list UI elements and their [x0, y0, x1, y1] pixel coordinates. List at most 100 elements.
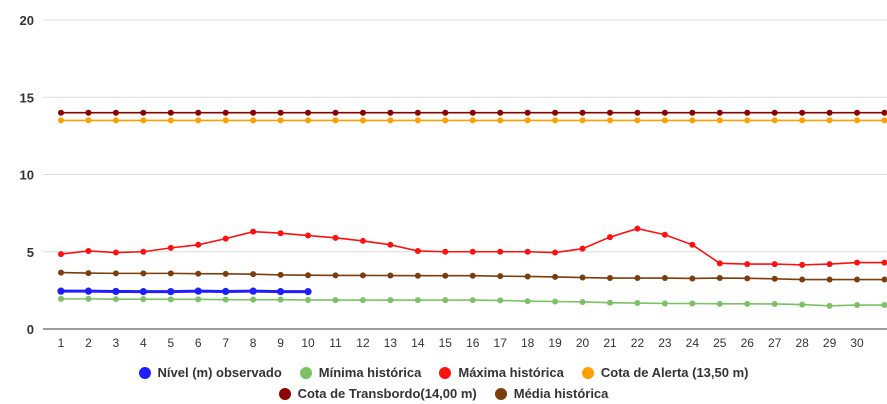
data-point[interactable] [85, 270, 91, 276]
data-point[interactable] [552, 274, 558, 280]
data-point[interactable] [195, 117, 201, 123]
data-point[interactable] [744, 117, 750, 123]
data-point[interactable] [525, 249, 531, 255]
data-point[interactable] [470, 273, 476, 279]
data-point[interactable] [497, 297, 503, 303]
data-point[interactable] [305, 110, 311, 116]
data-point[interactable] [415, 110, 421, 116]
data-point[interactable] [607, 275, 613, 281]
data-point[interactable] [387, 273, 393, 279]
data-point[interactable] [882, 277, 887, 283]
data-point[interactable] [360, 238, 366, 244]
data-point[interactable] [882, 110, 887, 116]
data-point[interactable] [442, 273, 448, 279]
data-point[interactable] [387, 297, 393, 303]
data-point[interactable] [223, 110, 229, 116]
data-point[interactable] [250, 271, 256, 277]
data-point[interactable] [195, 110, 201, 116]
legend-item[interactable]: Máxima histórica [439, 362, 564, 383]
data-point[interactable] [689, 275, 695, 281]
legend-item[interactable]: Nível (m) observado [139, 362, 282, 383]
data-point[interactable] [222, 288, 229, 295]
data-point[interactable] [278, 230, 284, 236]
data-point[interactable] [497, 117, 503, 123]
data-point[interactable] [799, 302, 805, 308]
data-point[interactable] [854, 117, 860, 123]
data-point[interactable] [360, 272, 366, 278]
data-point[interactable] [333, 272, 339, 278]
data-point[interactable] [305, 233, 311, 239]
data-point[interactable] [140, 117, 146, 123]
data-point[interactable] [689, 301, 695, 307]
data-point[interactable] [772, 110, 778, 116]
legend-item[interactable]: Cota de Transbordo(14,00 m) [279, 383, 477, 404]
data-point[interactable] [854, 110, 860, 116]
data-point[interactable] [360, 110, 366, 116]
data-point[interactable] [799, 262, 805, 268]
data-point[interactable] [689, 117, 695, 123]
data-point[interactable] [140, 110, 146, 116]
data-point[interactable] [634, 275, 640, 281]
data-point[interactable] [552, 298, 558, 304]
data-point[interactable] [827, 117, 833, 123]
data-point[interactable] [717, 301, 723, 307]
data-point[interactable] [360, 117, 366, 123]
data-point[interactable] [607, 117, 613, 123]
data-point[interactable] [278, 297, 284, 303]
data-point[interactable] [442, 249, 448, 255]
data-point[interactable] [662, 232, 668, 238]
data-point[interactable] [140, 288, 147, 295]
data-point[interactable] [744, 301, 750, 307]
data-point[interactable] [85, 117, 91, 123]
data-point[interactable] [580, 299, 586, 305]
data-point[interactable] [85, 248, 91, 254]
data-point[interactable] [415, 297, 421, 303]
data-point[interactable] [333, 297, 339, 303]
data-point[interactable] [58, 251, 64, 257]
data-point[interactable] [415, 248, 421, 254]
data-point[interactable] [580, 275, 586, 281]
data-point[interactable] [195, 242, 201, 248]
data-point[interactable] [717, 275, 723, 281]
data-point[interactable] [634, 117, 640, 123]
data-point[interactable] [689, 110, 695, 116]
data-point[interactable] [112, 288, 119, 295]
data-point[interactable] [195, 288, 202, 295]
data-point[interactable] [854, 260, 860, 266]
legend-item[interactable]: Mínima histórica [300, 362, 422, 383]
data-point[interactable] [580, 110, 586, 116]
data-point[interactable] [497, 110, 503, 116]
data-point[interactable] [799, 117, 805, 123]
data-point[interactable] [882, 302, 887, 308]
data-point[interactable] [634, 300, 640, 306]
data-point[interactable] [854, 302, 860, 308]
data-point[interactable] [744, 110, 750, 116]
data-point[interactable] [223, 297, 229, 303]
data-point[interactable] [497, 249, 503, 255]
data-point[interactable] [85, 288, 92, 295]
data-point[interactable] [195, 296, 201, 302]
data-point[interactable] [305, 297, 311, 303]
data-point[interactable] [827, 261, 833, 267]
data-point[interactable] [525, 273, 531, 279]
data-point[interactable] [772, 117, 778, 123]
data-point[interactable] [882, 117, 887, 123]
data-point[interactable] [168, 296, 174, 302]
data-point[interactable] [168, 245, 174, 251]
data-point[interactable] [140, 296, 146, 302]
data-point[interactable] [387, 117, 393, 123]
data-point[interactable] [717, 117, 723, 123]
legend-item[interactable]: Média histórica [495, 383, 609, 404]
data-point[interactable] [223, 117, 229, 123]
data-point[interactable] [525, 110, 531, 116]
data-point[interactable] [717, 260, 723, 266]
legend-item[interactable]: Cota de Alerta (13,50 m) [582, 362, 749, 383]
data-point[interactable] [333, 235, 339, 241]
data-point[interactable] [580, 246, 586, 252]
data-point[interactable] [415, 117, 421, 123]
data-point[interactable] [442, 117, 448, 123]
data-point[interactable] [827, 110, 833, 116]
data-point[interactable] [140, 270, 146, 276]
data-point[interactable] [882, 260, 887, 266]
data-point[interactable] [772, 261, 778, 267]
